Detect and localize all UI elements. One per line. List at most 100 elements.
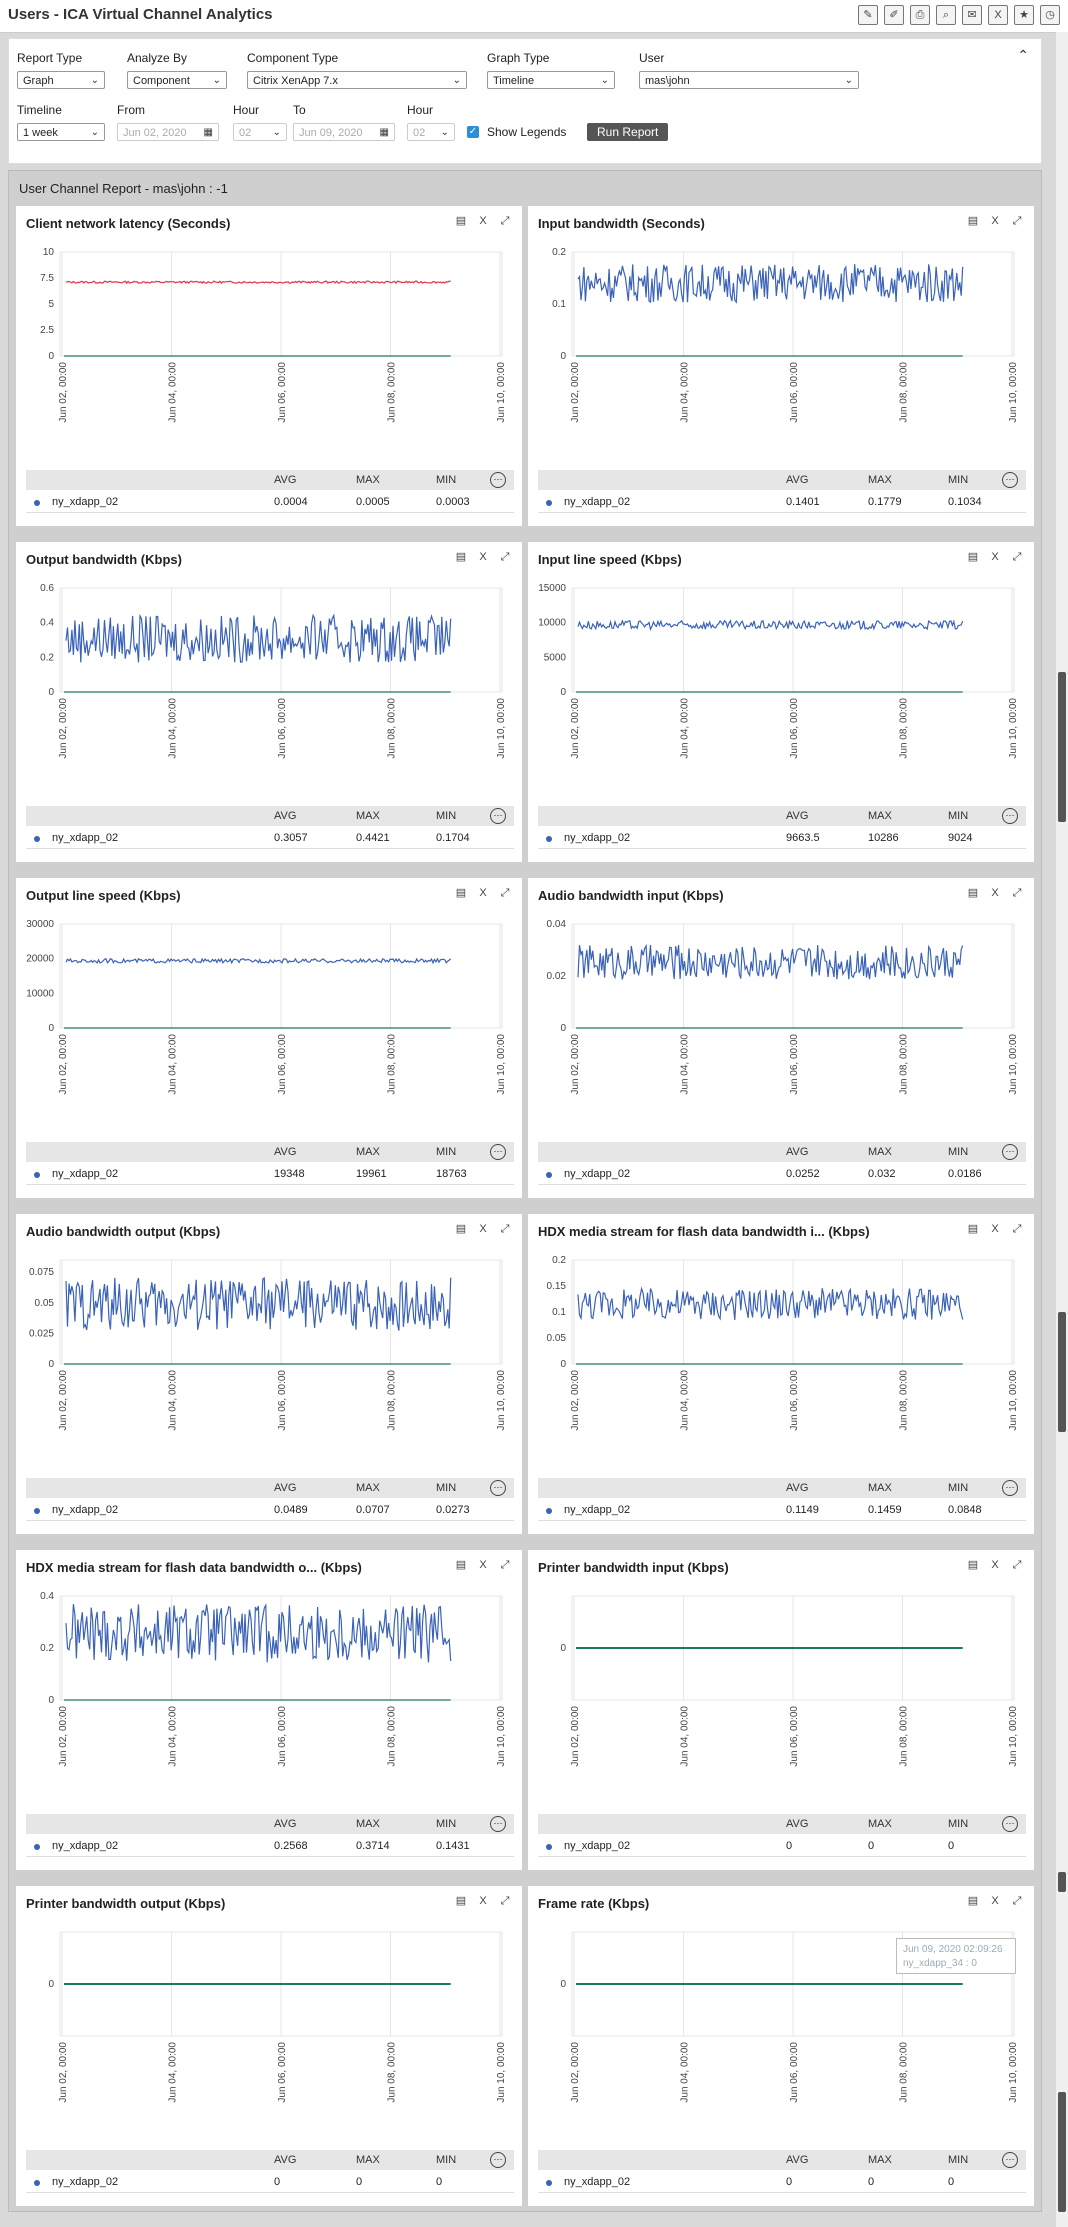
series-dot-icon [34,2180,40,2186]
expand-icon[interactable]: ⤢ [500,1223,510,1235]
chart-actions: ▤ X ⤢ [966,214,1024,228]
expand-icon[interactable]: ⤢ [500,887,510,899]
legend-header: AVG MAX MIN ⋯ [538,1478,1026,1498]
x-tick-label: Jun 06, 00:00 [277,2042,288,2103]
expand-icon[interactable]: ⤢ [500,1559,510,1571]
line-chart: Jun 02, 00:00 Jun 04, 00:00 Jun 06, 00:00 J… [40,247,507,423]
to-hour-label: Hour [407,103,434,117]
export-pdf-icon[interactable]: ▤ [967,887,979,899]
x-tick-label: Jun 06, 00:00 [789,2042,800,2103]
scrollbar[interactable] [1056,32,1068,2227]
chart-title: Audio bandwidth output (Kbps) [26,1224,221,1239]
max-value: 0 [868,1840,875,1852]
expand-icon[interactable]: ⤢ [1012,215,1022,227]
export-excel-icon[interactable]: X [479,1559,487,1571]
more-options-icon[interactable]: ⋯ [1002,2152,1018,2168]
timeline-select[interactable]: 1 week ⌄ [17,123,105,141]
export-pdf-icon[interactable]: ▤ [967,1559,979,1571]
legend-header: AVG MAX MIN ⋯ [26,1142,514,1162]
expand-icon[interactable]: ⤢ [1012,1223,1022,1235]
export-pdf-icon[interactable]: ▤ [967,1223,979,1235]
more-options-icon[interactable]: ⋯ [490,2152,506,2168]
series-line [65,613,452,663]
scrollbar-thumb[interactable] [1058,1312,1066,1432]
from-date-field[interactable]: Jun 02, 2020 ▦ [117,123,219,141]
series-line [577,943,964,980]
chart-card: Client network latency (Seconds) ▤ X ⤢ Jun 0… [15,205,523,527]
component-type-select[interactable]: Citrix XenApp 7.x ⌄ [247,71,467,89]
scrollbar-thumb[interactable] [1058,672,1066,822]
run-report-button[interactable]: Run Report [587,123,669,141]
x-tick-label: Jun 06, 00:00 [789,1370,800,1431]
more-options-icon[interactable]: ⋯ [1002,1816,1018,1832]
more-options-icon[interactable]: ⋯ [490,808,506,824]
min-header: MIN [948,1482,969,1494]
export-pdf-icon[interactable]: ▤ [967,215,979,227]
export-excel-icon[interactable]: X [991,1223,999,1235]
export-excel-icon[interactable]: X [991,551,999,563]
export-excel-icon[interactable]: X [991,215,999,227]
export-pdf-icon[interactable]: ▤ [967,551,979,563]
show-legends-checkbox[interactable]: ✓ [467,126,479,138]
export-pdf-icon[interactable]: ▤ [967,1895,979,1907]
analyze-by-select[interactable]: Component ⌄ [127,71,227,89]
x-tick-label: Jun 08, 00:00 [899,698,910,759]
chevron-up-icon[interactable]: ⌃ [1017,47,1029,63]
export-excel-icon[interactable]: X [991,1559,999,1571]
report-icon[interactable]: ✎ [858,5,878,25]
legend-row: ny_xdapp_02 0 0 0 [26,2172,514,2193]
export-pdf-icon[interactable]: ▤ [455,215,467,227]
search-report-icon[interactable]: ⌕ [936,5,956,25]
export-excel-icon[interactable]: X [991,1895,999,1907]
mail-icon[interactable]: ✉ [962,5,982,25]
more-options-icon[interactable]: ⋯ [1002,808,1018,824]
to-hour-select[interactable]: 02 ⌄ [407,123,455,141]
x-tick-label: Jun 02, 00:00 [58,1370,69,1431]
more-options-icon[interactable]: ⋯ [1002,1480,1018,1496]
scrollbar-thumb[interactable] [1058,2092,1066,2212]
avg-header: AVG [274,1146,297,1158]
export-pdf-icon[interactable]: ▤ [455,1223,467,1235]
calendar-icon[interactable]: ▦ [379,127,389,138]
expand-icon[interactable]: ⤢ [1012,887,1022,899]
more-options-icon[interactable]: ⋯ [490,1816,506,1832]
chart-actions: ▤ X ⤢ [454,550,512,564]
export-pdf-icon[interactable]: ▤ [455,1895,467,1907]
export-pdf-icon[interactable]: ▤ [455,551,467,563]
user-select[interactable]: mas\john ⌄ [639,71,859,89]
more-options-icon[interactable]: ⋯ [490,472,506,488]
avg-value: 0 [786,1840,793,1852]
export-excel-icon[interactable]: X [991,887,999,899]
to-date-field[interactable]: Jun 09, 2020 ▦ [293,123,395,141]
graph-type-select[interactable]: Timeline ⌄ [487,71,615,89]
more-options-icon[interactable]: ⋯ [490,1144,506,1160]
edit-report-icon[interactable]: ✐ [884,5,904,25]
excel-icon[interactable]: X [988,5,1008,25]
scrollbar-thumb[interactable] [1058,1872,1066,1892]
expand-icon[interactable]: ⤢ [1012,1559,1022,1571]
chart-area: Jun 02, 00:00 Jun 04, 00:00 Jun 06, 00:00 J… [538,1252,1026,1440]
export-pdf-icon[interactable]: ▤ [455,887,467,899]
pdf-icon[interactable]: ⎙ [910,5,930,25]
more-options-icon[interactable]: ⋯ [1002,472,1018,488]
export-excel-icon[interactable]: X [479,1223,487,1235]
from-hour-select[interactable]: 02 ⌄ [233,123,287,141]
clock-icon[interactable]: ◷ [1040,5,1060,25]
more-options-icon[interactable]: ⋯ [490,1480,506,1496]
expand-icon[interactable]: ⤢ [1012,1895,1022,1907]
expand-icon[interactable]: ⤢ [500,551,510,563]
export-excel-icon[interactable]: X [479,215,487,227]
calendar-icon[interactable]: ▦ [203,127,213,138]
expand-icon[interactable]: ⤢ [1012,551,1022,563]
export-excel-icon[interactable]: X [479,1895,487,1907]
y-tick-label: 0.4 [40,618,54,629]
export-pdf-icon[interactable]: ▤ [455,1559,467,1571]
export-excel-icon[interactable]: X [479,887,487,899]
export-excel-icon[interactable]: X [479,551,487,563]
legend-table: AVG MAX MIN ⋯ ny_xdapp_02 0.1149 0.1459 0.0848 [538,1478,1026,1522]
star-icon[interactable]: ★ [1014,5,1034,25]
expand-icon[interactable]: ⤢ [500,1895,510,1907]
expand-icon[interactable]: ⤢ [500,215,510,227]
more-options-icon[interactable]: ⋯ [1002,1144,1018,1160]
report-type-select[interactable]: Graph ⌄ [17,71,105,89]
